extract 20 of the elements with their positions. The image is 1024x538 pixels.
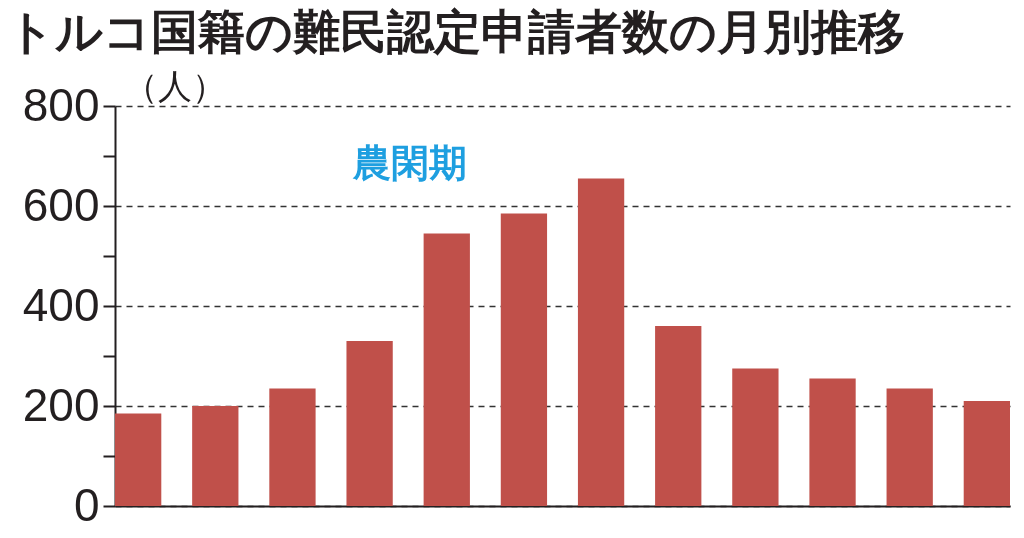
- bar: [192, 406, 239, 506]
- bar: [346, 341, 393, 506]
- y-tick-label: 200: [22, 378, 100, 431]
- bar: [963, 401, 1010, 506]
- bar: [269, 388, 316, 506]
- annotation: 農閑期: [352, 141, 467, 185]
- bar: [500, 213, 548, 506]
- bar: [115, 413, 162, 506]
- y-axis-title: （人）: [123, 65, 226, 106]
- bar: [809, 378, 856, 506]
- bar: [655, 326, 702, 506]
- y-tick-label: 400: [22, 278, 100, 331]
- chart-title: トルコ国籍の難民認定申請者数の月別推移: [7, 4, 905, 59]
- bar: [423, 233, 470, 506]
- y-tick-label: 800: [22, 78, 100, 131]
- y-tick-label: 600: [22, 178, 100, 231]
- bar: [886, 388, 933, 506]
- bar: [577, 178, 625, 506]
- bar: [732, 368, 779, 506]
- y-tick-label: 0: [73, 478, 100, 531]
